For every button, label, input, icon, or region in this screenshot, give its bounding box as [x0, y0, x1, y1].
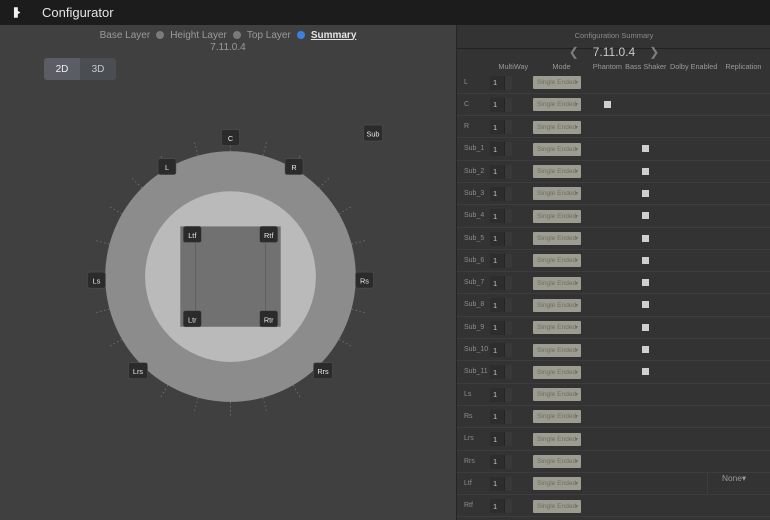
svg-text:Rtf: Rtf	[264, 231, 274, 240]
svg-text:Ls: Ls	[93, 277, 101, 286]
svg-text:C: C	[228, 134, 233, 143]
svg-text:Sub: Sub	[367, 130, 380, 139]
svg-text:Ltf: Ltf	[188, 231, 197, 240]
svg-text:Lrs: Lrs	[133, 367, 143, 376]
svg-text:L: L	[165, 163, 169, 172]
svg-text:Rtr: Rtr	[264, 315, 274, 324]
svg-text:Ltr: Ltr	[188, 315, 197, 324]
svg-text:Rrs: Rrs	[317, 367, 329, 376]
svg-text:R: R	[291, 163, 296, 172]
svg-text:Rs: Rs	[360, 277, 369, 286]
